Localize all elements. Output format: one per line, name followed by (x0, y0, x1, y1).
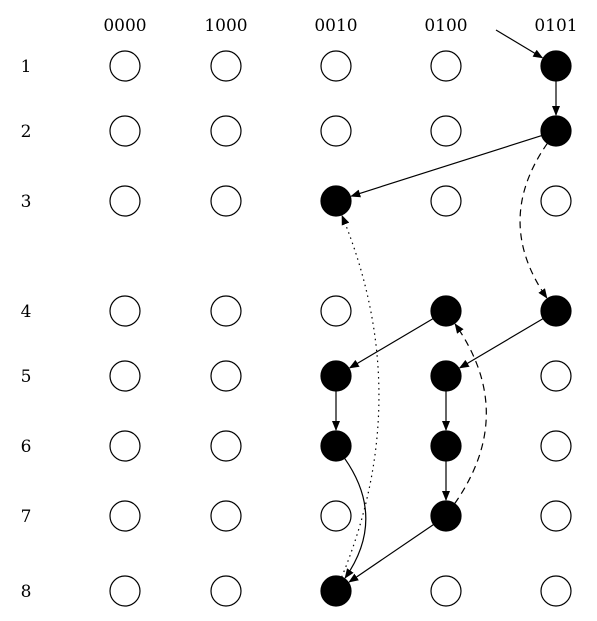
empty-state-node (210, 295, 242, 327)
empty-state-node (210, 185, 242, 217)
state-nodes (109, 50, 572, 607)
empty-state-node (210, 575, 242, 607)
empty-state-node (320, 295, 352, 327)
filled-state-node (320, 575, 352, 607)
row-label: 2 (21, 122, 32, 142)
empty-state-node (430, 575, 462, 607)
row-label: 3 (21, 192, 32, 212)
dotted-transition-arrow (341, 214, 380, 578)
column-label: 0101 (534, 16, 577, 36)
empty-state-node (109, 115, 141, 147)
row-label: 5 (21, 367, 32, 387)
dashed-transition-arrow (519, 142, 548, 299)
empty-state-node (109, 575, 141, 607)
row-labels: 1 2 3 4 5 6 7 8 (21, 57, 32, 602)
empty-state-node (430, 115, 462, 147)
empty-state-node (210, 430, 242, 462)
column-label: 1000 (204, 16, 247, 36)
row-label: 6 (21, 437, 32, 457)
empty-state-node (540, 500, 572, 532)
filled-state-node (430, 430, 462, 462)
empty-state-node (540, 360, 572, 392)
filled-state-node (540, 50, 572, 82)
column-label: 0010 (314, 16, 357, 36)
empty-state-node (430, 50, 462, 82)
filled-state-node (320, 360, 352, 392)
solid-transition-arrow (350, 134, 542, 198)
empty-state-node (540, 185, 572, 217)
empty-state-node (320, 115, 352, 147)
filled-state-node (540, 115, 572, 147)
dashed-transition-arrow (454, 323, 487, 505)
empty-state-node (109, 50, 141, 82)
column-label: 0100 (424, 16, 467, 36)
empty-state-node (210, 50, 242, 82)
row-label: 7 (21, 507, 32, 527)
empty-state-node (540, 430, 572, 462)
empty-state-node (320, 500, 352, 532)
filled-state-node (320, 185, 352, 217)
empty-state-node (210, 115, 242, 147)
column-label: 0000 (103, 16, 146, 36)
filled-state-node (430, 500, 462, 532)
solid-transition-arrow (344, 457, 367, 579)
filled-state-node (430, 295, 462, 327)
empty-state-node (210, 500, 242, 532)
transition-edges (332, 29, 560, 583)
empty-state-node (109, 430, 141, 462)
row-label: 8 (21, 582, 32, 602)
filled-state-node (540, 295, 572, 327)
empty-state-node (109, 500, 141, 532)
empty-state-node (430, 185, 462, 217)
solid-transition-arrow (348, 523, 434, 583)
solid-transition-arrow (458, 318, 544, 369)
empty-state-node (210, 360, 242, 392)
solid-transition-arrow (348, 318, 434, 369)
entry-arrow (495, 29, 544, 59)
filled-state-node (320, 430, 352, 462)
row-label: 1 (21, 57, 32, 77)
empty-state-node (109, 185, 141, 217)
column-labels: 0000 1000 0010 0100 0101 (103, 16, 577, 36)
empty-state-node (109, 360, 141, 392)
empty-state-node (320, 50, 352, 82)
empty-state-node (109, 295, 141, 327)
row-label: 4 (21, 302, 32, 322)
filled-state-node (430, 360, 462, 392)
empty-state-node (540, 575, 572, 607)
